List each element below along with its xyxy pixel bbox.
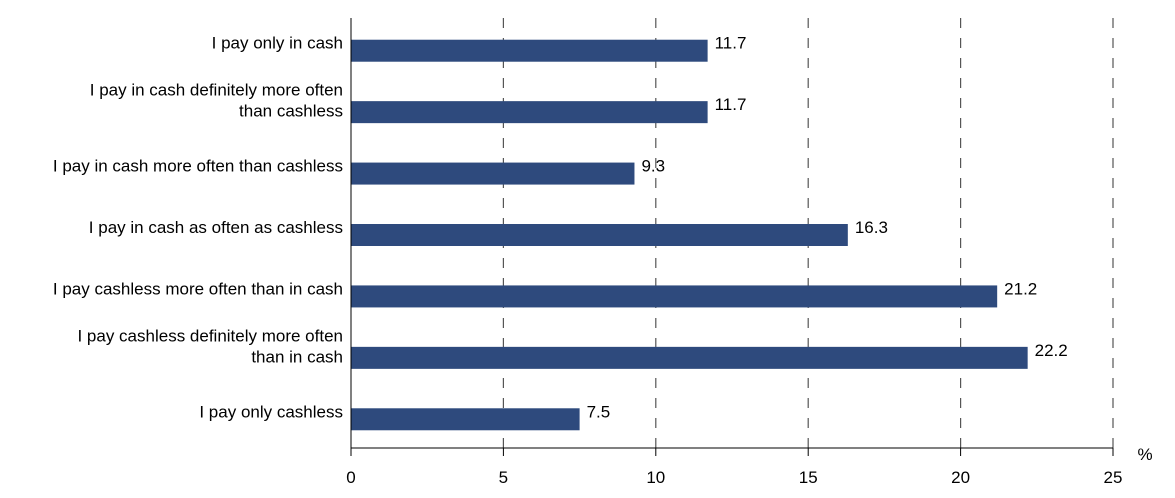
category-label-1: I pay in cash definitely more often than … bbox=[90, 81, 343, 121]
x-tick-label-5: 25 bbox=[1104, 468, 1123, 487]
tick-labels: 0 5 10 15 20 25 bbox=[346, 468, 1122, 487]
x-tick-label-1: 5 bbox=[499, 468, 508, 487]
x-tick-label-2: 10 bbox=[646, 468, 665, 487]
category-label-1-line-0: I pay in cash definitely more often bbox=[90, 81, 343, 100]
bar-0 bbox=[351, 39, 708, 62]
bar-2 bbox=[351, 162, 635, 185]
category-label-0-line-0: I pay only in cash bbox=[212, 34, 343, 53]
category-label-5-line-1: than in cash bbox=[251, 347, 343, 366]
category-labels: I pay only in cash I pay in cash definite… bbox=[53, 34, 343, 422]
value-label-1: 11.7 bbox=[715, 95, 747, 114]
x-tick-label-3: 15 bbox=[799, 468, 818, 487]
x-unit-label: % bbox=[1137, 445, 1152, 464]
bar-6 bbox=[351, 408, 580, 431]
category-label-2: I pay in cash more often than cashless bbox=[53, 157, 343, 176]
category-label-4-line-0: I pay cashless more often than in cash bbox=[53, 279, 343, 298]
value-label-2: 9.3 bbox=[641, 157, 665, 176]
value-label-0: 11.7 bbox=[715, 34, 747, 53]
category-label-2-line-0: I pay in cash more often than cashless bbox=[53, 157, 343, 176]
category-label-5: I pay cashless definitely more often than… bbox=[77, 326, 343, 366]
bar-3 bbox=[351, 224, 848, 246]
x-tick-label-0: 0 bbox=[346, 468, 355, 487]
value-label-4: 21.2 bbox=[1004, 279, 1037, 298]
category-label-6: I pay only cashless bbox=[199, 402, 343, 421]
category-label-0: I pay only in cash bbox=[212, 34, 343, 53]
category-label-1-line-1: than cashless bbox=[239, 102, 343, 121]
value-label-6: 7.5 bbox=[587, 402, 611, 421]
category-label-6-line-0: I pay only cashless bbox=[199, 402, 343, 421]
value-labels: 11.7 11.7 9.3 16.3 21.2 22.2 7.5 bbox=[587, 34, 1068, 422]
value-label-3: 16.3 bbox=[855, 218, 888, 237]
x-tick-label-4: 20 bbox=[951, 468, 970, 487]
category-label-3: I pay in cash as often as cashless bbox=[89, 218, 343, 237]
category-label-5-line-0: I pay cashless definitely more often bbox=[77, 326, 343, 345]
category-label-4: I pay cashless more often than in cash bbox=[53, 279, 343, 298]
bar-1 bbox=[351, 101, 708, 124]
bar-4 bbox=[351, 285, 998, 308]
category-label-3-line-0: I pay in cash as often as cashless bbox=[89, 218, 343, 237]
value-label-5: 22.2 bbox=[1035, 341, 1068, 360]
bar-5 bbox=[351, 346, 1028, 369]
bars bbox=[351, 39, 1028, 431]
axes bbox=[350, 18, 1114, 456]
